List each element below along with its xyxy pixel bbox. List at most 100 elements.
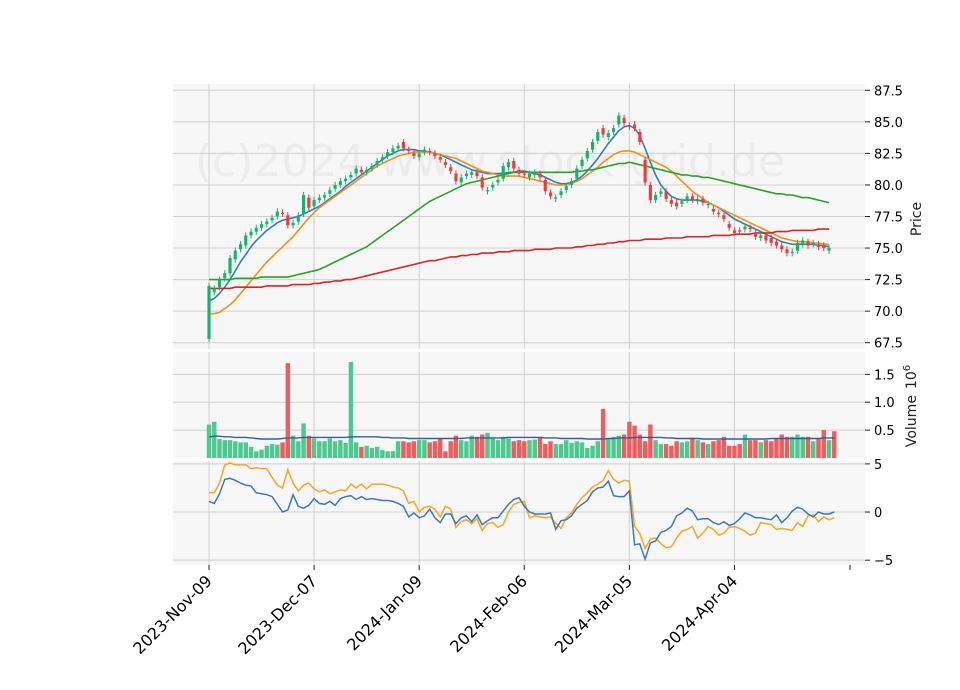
candle-body (554, 197, 558, 199)
volume-multiplier-base: 10 (904, 371, 920, 389)
volume-bar (264, 445, 270, 458)
date-tick-label: 2024-Jan-09 (343, 571, 426, 654)
oscillator-line-2 (208, 477, 835, 562)
candle-body (512, 160, 516, 169)
volume-bar (422, 440, 427, 458)
candle-body (569, 181, 574, 185)
volume-bar (401, 441, 406, 458)
candle-body (811, 243, 815, 245)
volume-bar (464, 441, 469, 458)
volume-bar (227, 440, 233, 458)
candle-body (517, 169, 521, 174)
volume-bar (543, 444, 548, 458)
candle-body (307, 197, 311, 208)
candle-body (344, 178, 348, 182)
price-ma-line-4 (209, 228, 829, 290)
oscillator-tick-label: 5 (874, 458, 882, 473)
volume-axis-label: Volume (904, 395, 920, 447)
volume-bar (322, 441, 327, 458)
candle-body (806, 241, 810, 246)
candle-body (643, 159, 647, 183)
candle-body (338, 181, 342, 185)
candle-body (496, 179, 500, 183)
candle-body (785, 249, 789, 254)
volume-bar (369, 447, 375, 458)
candle-body (270, 217, 274, 221)
volume-bar (343, 442, 348, 458)
volume-axis-ticks: 0.5 1.0 1.5 (865, 368, 895, 439)
volume-bar (679, 442, 685, 458)
candle-body (459, 177, 463, 183)
candle-body (506, 162, 511, 168)
candle-body (475, 172, 479, 177)
volume-bar (406, 442, 411, 458)
candle-body (633, 124, 637, 129)
candle-body (485, 190, 490, 192)
candle-body (769, 237, 773, 243)
volume-bar (501, 436, 506, 458)
candle-body (790, 251, 794, 254)
candle-body (428, 150, 432, 153)
volume-bar (290, 435, 296, 458)
volume-bar (306, 435, 312, 458)
candle-body (522, 173, 526, 175)
volume-tick-label: 1.0 (874, 396, 895, 411)
volume-bar (585, 447, 590, 458)
volume-axis-title: Volume 106 (902, 365, 920, 447)
candlesticks (207, 112, 831, 343)
price-tick-label: 67.5 (874, 337, 903, 352)
candle-body (827, 248, 831, 251)
price-tick-label: 70.0 (874, 305, 903, 320)
date-tick-label: 2024-Apr-04 (658, 571, 741, 654)
price-axis-title: Price (909, 202, 925, 236)
candle-body (359, 169, 363, 173)
volume-bar (569, 442, 574, 458)
candle-body (433, 153, 437, 156)
volume-bar (248, 446, 254, 458)
candle-body (732, 230, 736, 233)
volume-bar (690, 438, 695, 458)
candle-body (454, 173, 458, 182)
candle-body (727, 224, 731, 228)
volume-bar (443, 451, 448, 458)
volume-bar (280, 442, 285, 458)
candle-body (706, 203, 710, 206)
volume-bar (206, 424, 212, 458)
candle-body (412, 153, 416, 156)
watermark: (c)2024 www.stock-grid.de (195, 136, 785, 187)
volume-bar (832, 431, 837, 458)
volume-bars (206, 362, 837, 458)
candle-body (774, 241, 779, 246)
price-axis-ticks: 67.5 70.0 72.5 75.0 77.5 80.0 82.5 85.0 87.5 (865, 84, 903, 352)
volume-bar (364, 445, 369, 458)
candle-body (527, 173, 532, 178)
candle-body (244, 235, 248, 246)
volume-bar (427, 442, 432, 458)
volume-bar (816, 438, 821, 458)
volume-bar (726, 445, 732, 458)
candle-body (438, 157, 442, 160)
price-tick-label: 87.5 (874, 84, 903, 99)
volume-bar (627, 421, 632, 458)
volume-bar (437, 438, 443, 458)
price-tick-label: 85.0 (874, 116, 903, 131)
volume-bar (269, 444, 275, 458)
candle-body (538, 173, 542, 178)
volume-bar (590, 445, 595, 458)
candle-body (648, 184, 652, 201)
volume-bar (238, 442, 243, 458)
oscillator-tick-label: −5 (874, 554, 893, 569)
volume-bar (784, 436, 790, 458)
volume-bar (374, 446, 380, 458)
candle-body (233, 250, 237, 260)
volume-bar (632, 425, 637, 458)
volume-bar (254, 451, 259, 458)
volume-bar (711, 441, 716, 458)
volume-bar (747, 440, 753, 458)
volume-bar (495, 440, 501, 458)
candle-body (286, 215, 290, 226)
volume-bar (600, 408, 606, 458)
volume-bar (763, 440, 769, 458)
candle-body (302, 195, 306, 214)
